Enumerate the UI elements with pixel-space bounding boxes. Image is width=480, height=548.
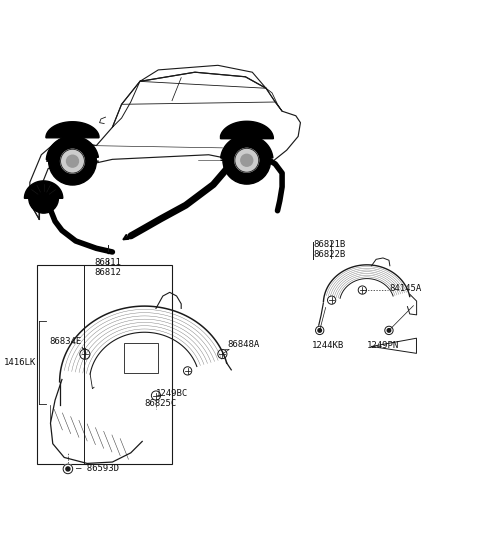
Circle shape xyxy=(67,155,78,167)
Text: 86834E: 86834E xyxy=(49,337,82,346)
Circle shape xyxy=(63,464,72,473)
Polygon shape xyxy=(140,65,266,88)
Circle shape xyxy=(223,136,271,184)
Circle shape xyxy=(385,326,393,335)
Bar xyxy=(124,343,158,373)
Text: 1244KB: 1244KB xyxy=(312,340,344,350)
Circle shape xyxy=(387,329,391,332)
Text: 1416LK: 1416LK xyxy=(3,358,36,367)
Circle shape xyxy=(29,184,59,213)
Polygon shape xyxy=(24,181,63,198)
Text: 86811
86812: 86811 86812 xyxy=(95,258,121,277)
Polygon shape xyxy=(46,136,99,161)
Polygon shape xyxy=(220,121,273,139)
Text: 1249BC: 1249BC xyxy=(156,389,188,398)
Text: 86821B
86822B: 86821B 86822B xyxy=(313,239,346,259)
Circle shape xyxy=(66,467,70,471)
Circle shape xyxy=(60,149,84,173)
Text: 86848A: 86848A xyxy=(227,340,259,349)
Text: — 86593D: — 86593D xyxy=(76,464,119,473)
Circle shape xyxy=(318,329,322,332)
Circle shape xyxy=(235,149,259,172)
Circle shape xyxy=(48,138,96,185)
Polygon shape xyxy=(46,122,99,138)
Polygon shape xyxy=(408,294,417,315)
Circle shape xyxy=(315,326,324,335)
Text: 86825C: 86825C xyxy=(144,399,177,408)
Polygon shape xyxy=(30,72,300,219)
Bar xyxy=(37,265,172,464)
Circle shape xyxy=(241,155,253,166)
Polygon shape xyxy=(220,135,273,160)
Text: 1249PN: 1249PN xyxy=(367,340,399,350)
Text: 84145A: 84145A xyxy=(389,284,421,293)
Polygon shape xyxy=(372,338,417,353)
